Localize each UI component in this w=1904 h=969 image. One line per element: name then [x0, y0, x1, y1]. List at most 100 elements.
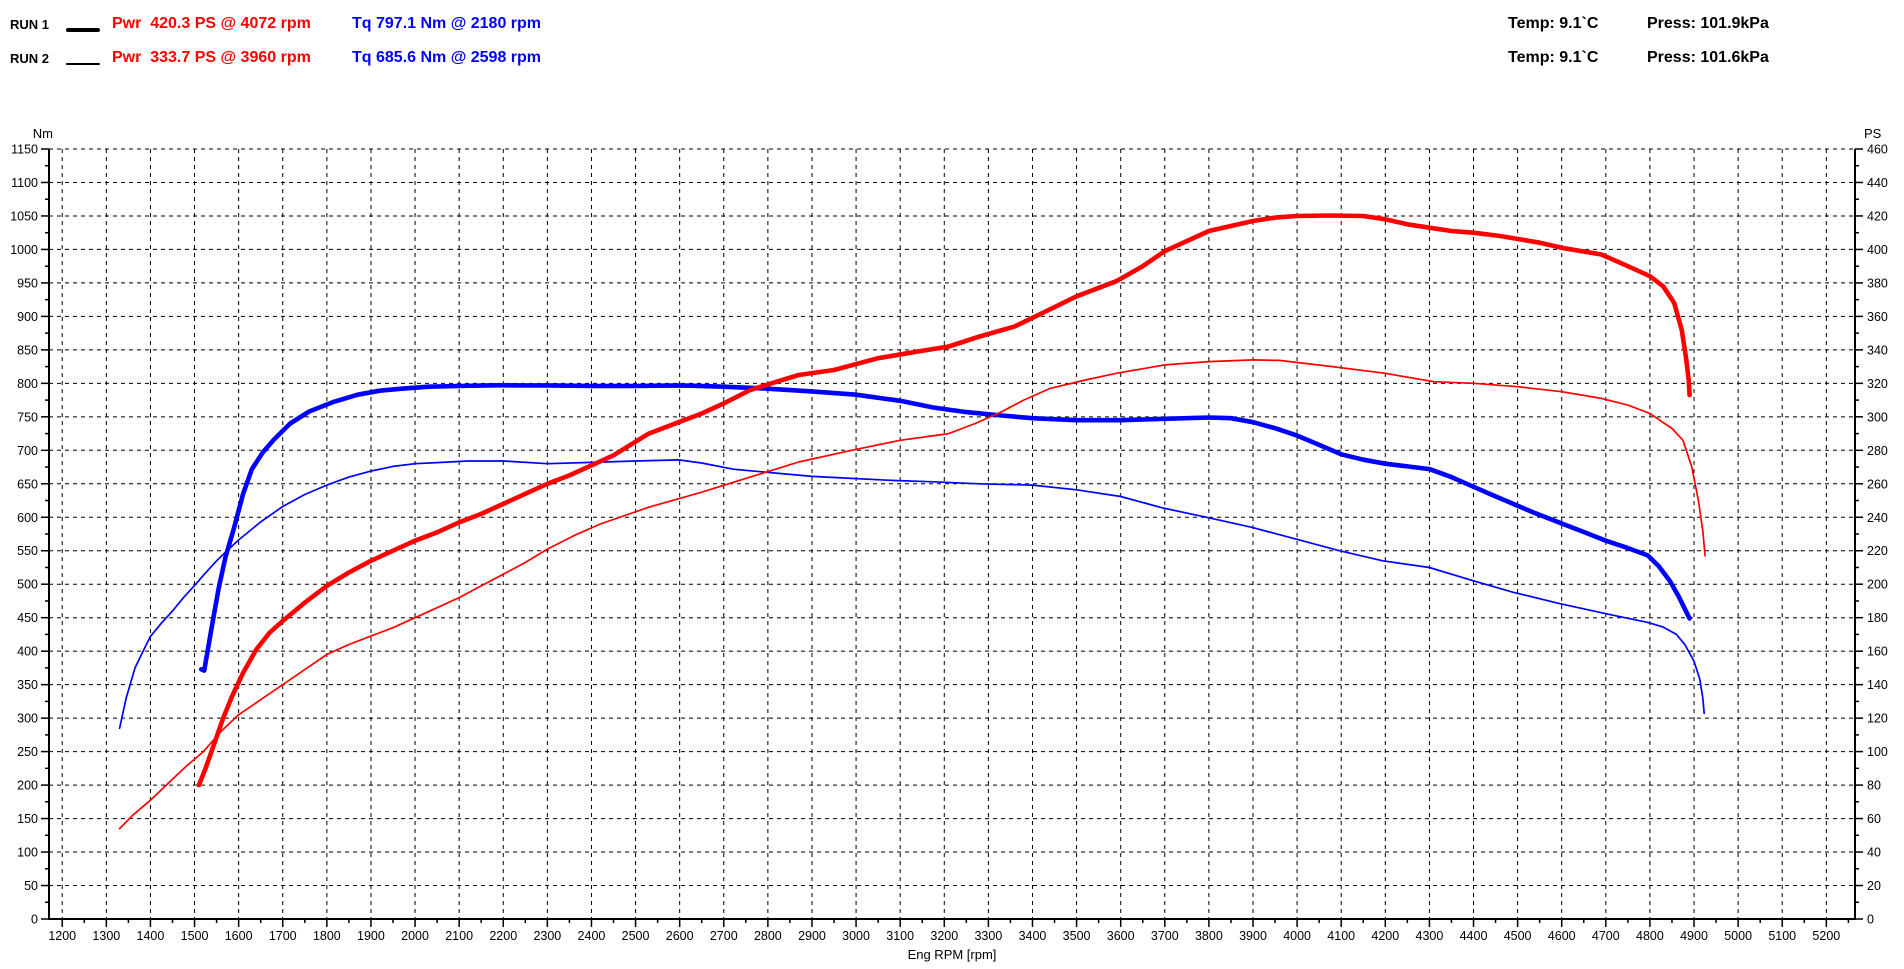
run1-temp: Temp: 9.1`C: [1508, 15, 1599, 32]
svg-text:320: 320: [1867, 377, 1888, 391]
svg-text:220: 220: [1867, 544, 1888, 558]
grid-lines: [49, 148, 1855, 919]
svg-text:4000: 4000: [1283, 929, 1311, 943]
run1-pressure: Press: 101.9kPa: [1647, 15, 1769, 32]
svg-text:5100: 5100: [1768, 929, 1796, 943]
svg-text:3800: 3800: [1195, 929, 1223, 943]
svg-text:140: 140: [1867, 678, 1888, 692]
run1-label: RUN 1: [10, 17, 50, 32]
svg-text:2600: 2600: [666, 929, 694, 943]
svg-text:500: 500: [17, 578, 38, 592]
axis-tick-labels: 1200 1300 1400 1500 1600 1700 1800 1900 2000 2100…: [10, 143, 1888, 944]
svg-text:1100: 1100: [11, 176, 38, 190]
axis-titles: Nm PS Eng RPM [rpm]: [33, 126, 1882, 962]
svg-text:3400: 3400: [1019, 929, 1047, 943]
svg-text:440: 440: [1867, 176, 1888, 190]
svg-text:280: 280: [1867, 444, 1888, 458]
x-axis-title: Eng RPM [rpm]: [908, 947, 997, 962]
svg-text:400: 400: [1867, 243, 1888, 257]
svg-text:1600: 1600: [225, 929, 253, 943]
run1-torque-reading: Tq 797.1 Nm @ 2180 rpm: [352, 15, 542, 32]
run1-line-sample: [66, 28, 100, 32]
svg-text:1300: 1300: [92, 929, 120, 943]
svg-text:900: 900: [17, 310, 38, 324]
svg-text:0: 0: [1867, 913, 1874, 927]
svg-text:100: 100: [1867, 745, 1888, 759]
svg-text:3700: 3700: [1151, 929, 1179, 943]
svg-text:2500: 2500: [622, 929, 650, 943]
svg-text:2400: 2400: [578, 929, 606, 943]
svg-text:300: 300: [1867, 410, 1888, 424]
left-axis-unit-label: Nm: [33, 126, 53, 141]
svg-text:2900: 2900: [798, 929, 826, 943]
svg-text:150: 150: [17, 812, 38, 826]
svg-text:1050: 1050: [10, 209, 38, 223]
svg-text:200: 200: [17, 779, 38, 793]
series-run1-power: [196, 213, 1692, 788]
svg-text:4500: 4500: [1504, 929, 1532, 943]
svg-text:2200: 2200: [489, 929, 517, 943]
svg-text:120: 120: [1867, 712, 1888, 726]
series-run2-torque: [118, 459, 1706, 730]
svg-text:4700: 4700: [1592, 929, 1620, 943]
svg-text:160: 160: [1867, 645, 1888, 659]
svg-text:460: 460: [1867, 143, 1888, 157]
svg-text:3300: 3300: [974, 929, 1002, 943]
svg-text:800: 800: [17, 377, 38, 391]
right-axis-unit-label: PS: [1864, 126, 1882, 141]
svg-text:0: 0: [31, 913, 38, 927]
svg-text:60: 60: [1867, 812, 1881, 826]
svg-text:5200: 5200: [1812, 929, 1840, 943]
svg-text:350: 350: [17, 678, 38, 692]
svg-text:700: 700: [17, 444, 38, 458]
svg-text:2700: 2700: [710, 929, 738, 943]
svg-text:240: 240: [1867, 511, 1888, 525]
svg-text:3900: 3900: [1239, 929, 1267, 943]
svg-text:3200: 3200: [930, 929, 958, 943]
svg-text:80: 80: [1867, 779, 1881, 793]
svg-text:420: 420: [1867, 209, 1888, 223]
svg-text:300: 300: [17, 712, 38, 726]
svg-text:2000: 2000: [401, 929, 429, 943]
series-run2-power: [118, 359, 1706, 830]
run1-power-reading: Pwr 420.3 PS @ 4072 rpm: [112, 15, 311, 32]
run2-torque-reading: Tq 685.6 Nm @ 2598 rpm: [352, 49, 542, 66]
svg-text:650: 650: [17, 477, 38, 491]
svg-text:250: 250: [17, 745, 38, 759]
svg-text:260: 260: [1867, 477, 1888, 491]
svg-text:1700: 1700: [269, 929, 297, 943]
svg-text:750: 750: [17, 410, 38, 424]
svg-text:450: 450: [17, 611, 38, 625]
svg-text:3500: 3500: [1063, 929, 1091, 943]
run2-pressure: Press: 101.6kPa: [1647, 49, 1769, 66]
svg-text:4200: 4200: [1371, 929, 1399, 943]
svg-text:2800: 2800: [754, 929, 782, 943]
svg-text:2300: 2300: [533, 929, 561, 943]
svg-text:40: 40: [1867, 846, 1881, 860]
svg-text:50: 50: [24, 879, 38, 893]
svg-text:3100: 3100: [886, 929, 914, 943]
svg-text:1000: 1000: [10, 243, 38, 257]
svg-text:1900: 1900: [357, 929, 385, 943]
svg-text:3000: 3000: [842, 929, 870, 943]
run2-label: RUN 2: [10, 51, 50, 66]
svg-text:4400: 4400: [1460, 929, 1488, 943]
svg-text:400: 400: [17, 645, 38, 659]
svg-text:4600: 4600: [1548, 929, 1576, 943]
series-run1-torque: [198, 382, 1692, 673]
svg-text:100: 100: [17, 846, 38, 860]
svg-text:4800: 4800: [1636, 929, 1664, 943]
svg-text:3600: 3600: [1107, 929, 1135, 943]
run2-line-sample: [66, 63, 100, 65]
svg-text:380: 380: [1867, 276, 1888, 290]
svg-text:4300: 4300: [1416, 929, 1444, 943]
svg-text:850: 850: [17, 343, 38, 357]
svg-text:600: 600: [17, 511, 38, 525]
svg-text:1500: 1500: [181, 929, 209, 943]
svg-text:950: 950: [17, 276, 38, 290]
svg-text:2100: 2100: [445, 929, 473, 943]
svg-text:1400: 1400: [137, 929, 165, 943]
svg-text:550: 550: [17, 544, 38, 558]
